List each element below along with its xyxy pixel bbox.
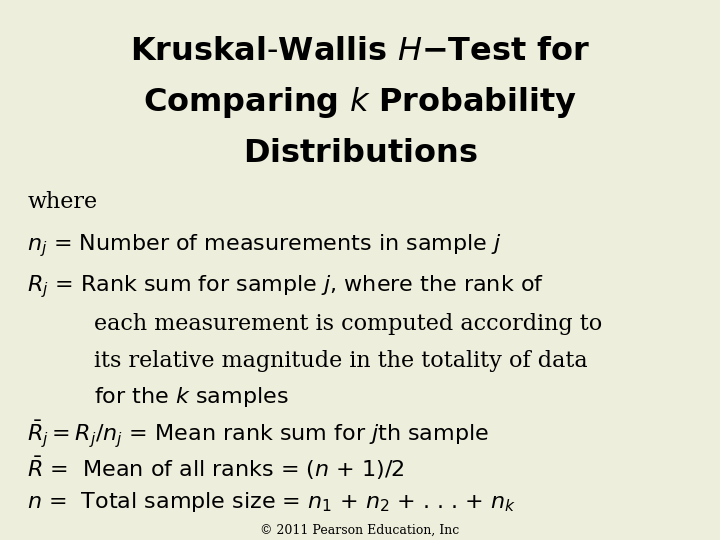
Text: $\mathbf{Distributions}$: $\mathbf{Distributions}$ bbox=[243, 138, 477, 170]
Text: $\mathbf{Comparing}\ \mathit{k}\ \mathbf{Probability}$: $\mathbf{Comparing}\ \mathit{k}\ \mathbf… bbox=[143, 85, 577, 120]
Text: for the $k$ samples: for the $k$ samples bbox=[94, 386, 288, 409]
Text: © 2011 Pearson Education, Inc: © 2011 Pearson Education, Inc bbox=[261, 524, 459, 537]
Text: $n_j$ = Number of measurements in sample $j$: $n_j$ = Number of measurements in sample… bbox=[27, 232, 502, 259]
Text: $\bar{R}_j = R_j/n_j$ = Mean rank sum for $j$th sample: $\bar{R}_j = R_j/n_j$ = Mean rank sum fo… bbox=[27, 418, 490, 450]
Text: $\mathbf{Kruskal\text{-}Wallis}\ \mathit{H}\mathbf{-Test\ for}$: $\mathbf{Kruskal\text{-}Wallis}\ \mathit… bbox=[130, 36, 590, 67]
Text: $R_j$ = Rank sum for sample $j$, where the rank of: $R_j$ = Rank sum for sample $j$, where t… bbox=[27, 273, 544, 300]
Text: its relative magnitude in the totality of data: its relative magnitude in the totality o… bbox=[94, 350, 588, 372]
Text: where: where bbox=[27, 192, 97, 213]
Text: $n$ =  Total sample size = $n_1$ + $n_2$ + . . . + $n_k$: $n$ = Total sample size = $n_1$ + $n_2$ … bbox=[27, 490, 516, 514]
Text: each measurement is computed according to: each measurement is computed according t… bbox=[94, 313, 602, 335]
Text: $\bar{R}$ =  Mean of all ranks = ($n$ + 1)/2: $\bar{R}$ = Mean of all ranks = ($n$ + 1… bbox=[27, 455, 405, 482]
